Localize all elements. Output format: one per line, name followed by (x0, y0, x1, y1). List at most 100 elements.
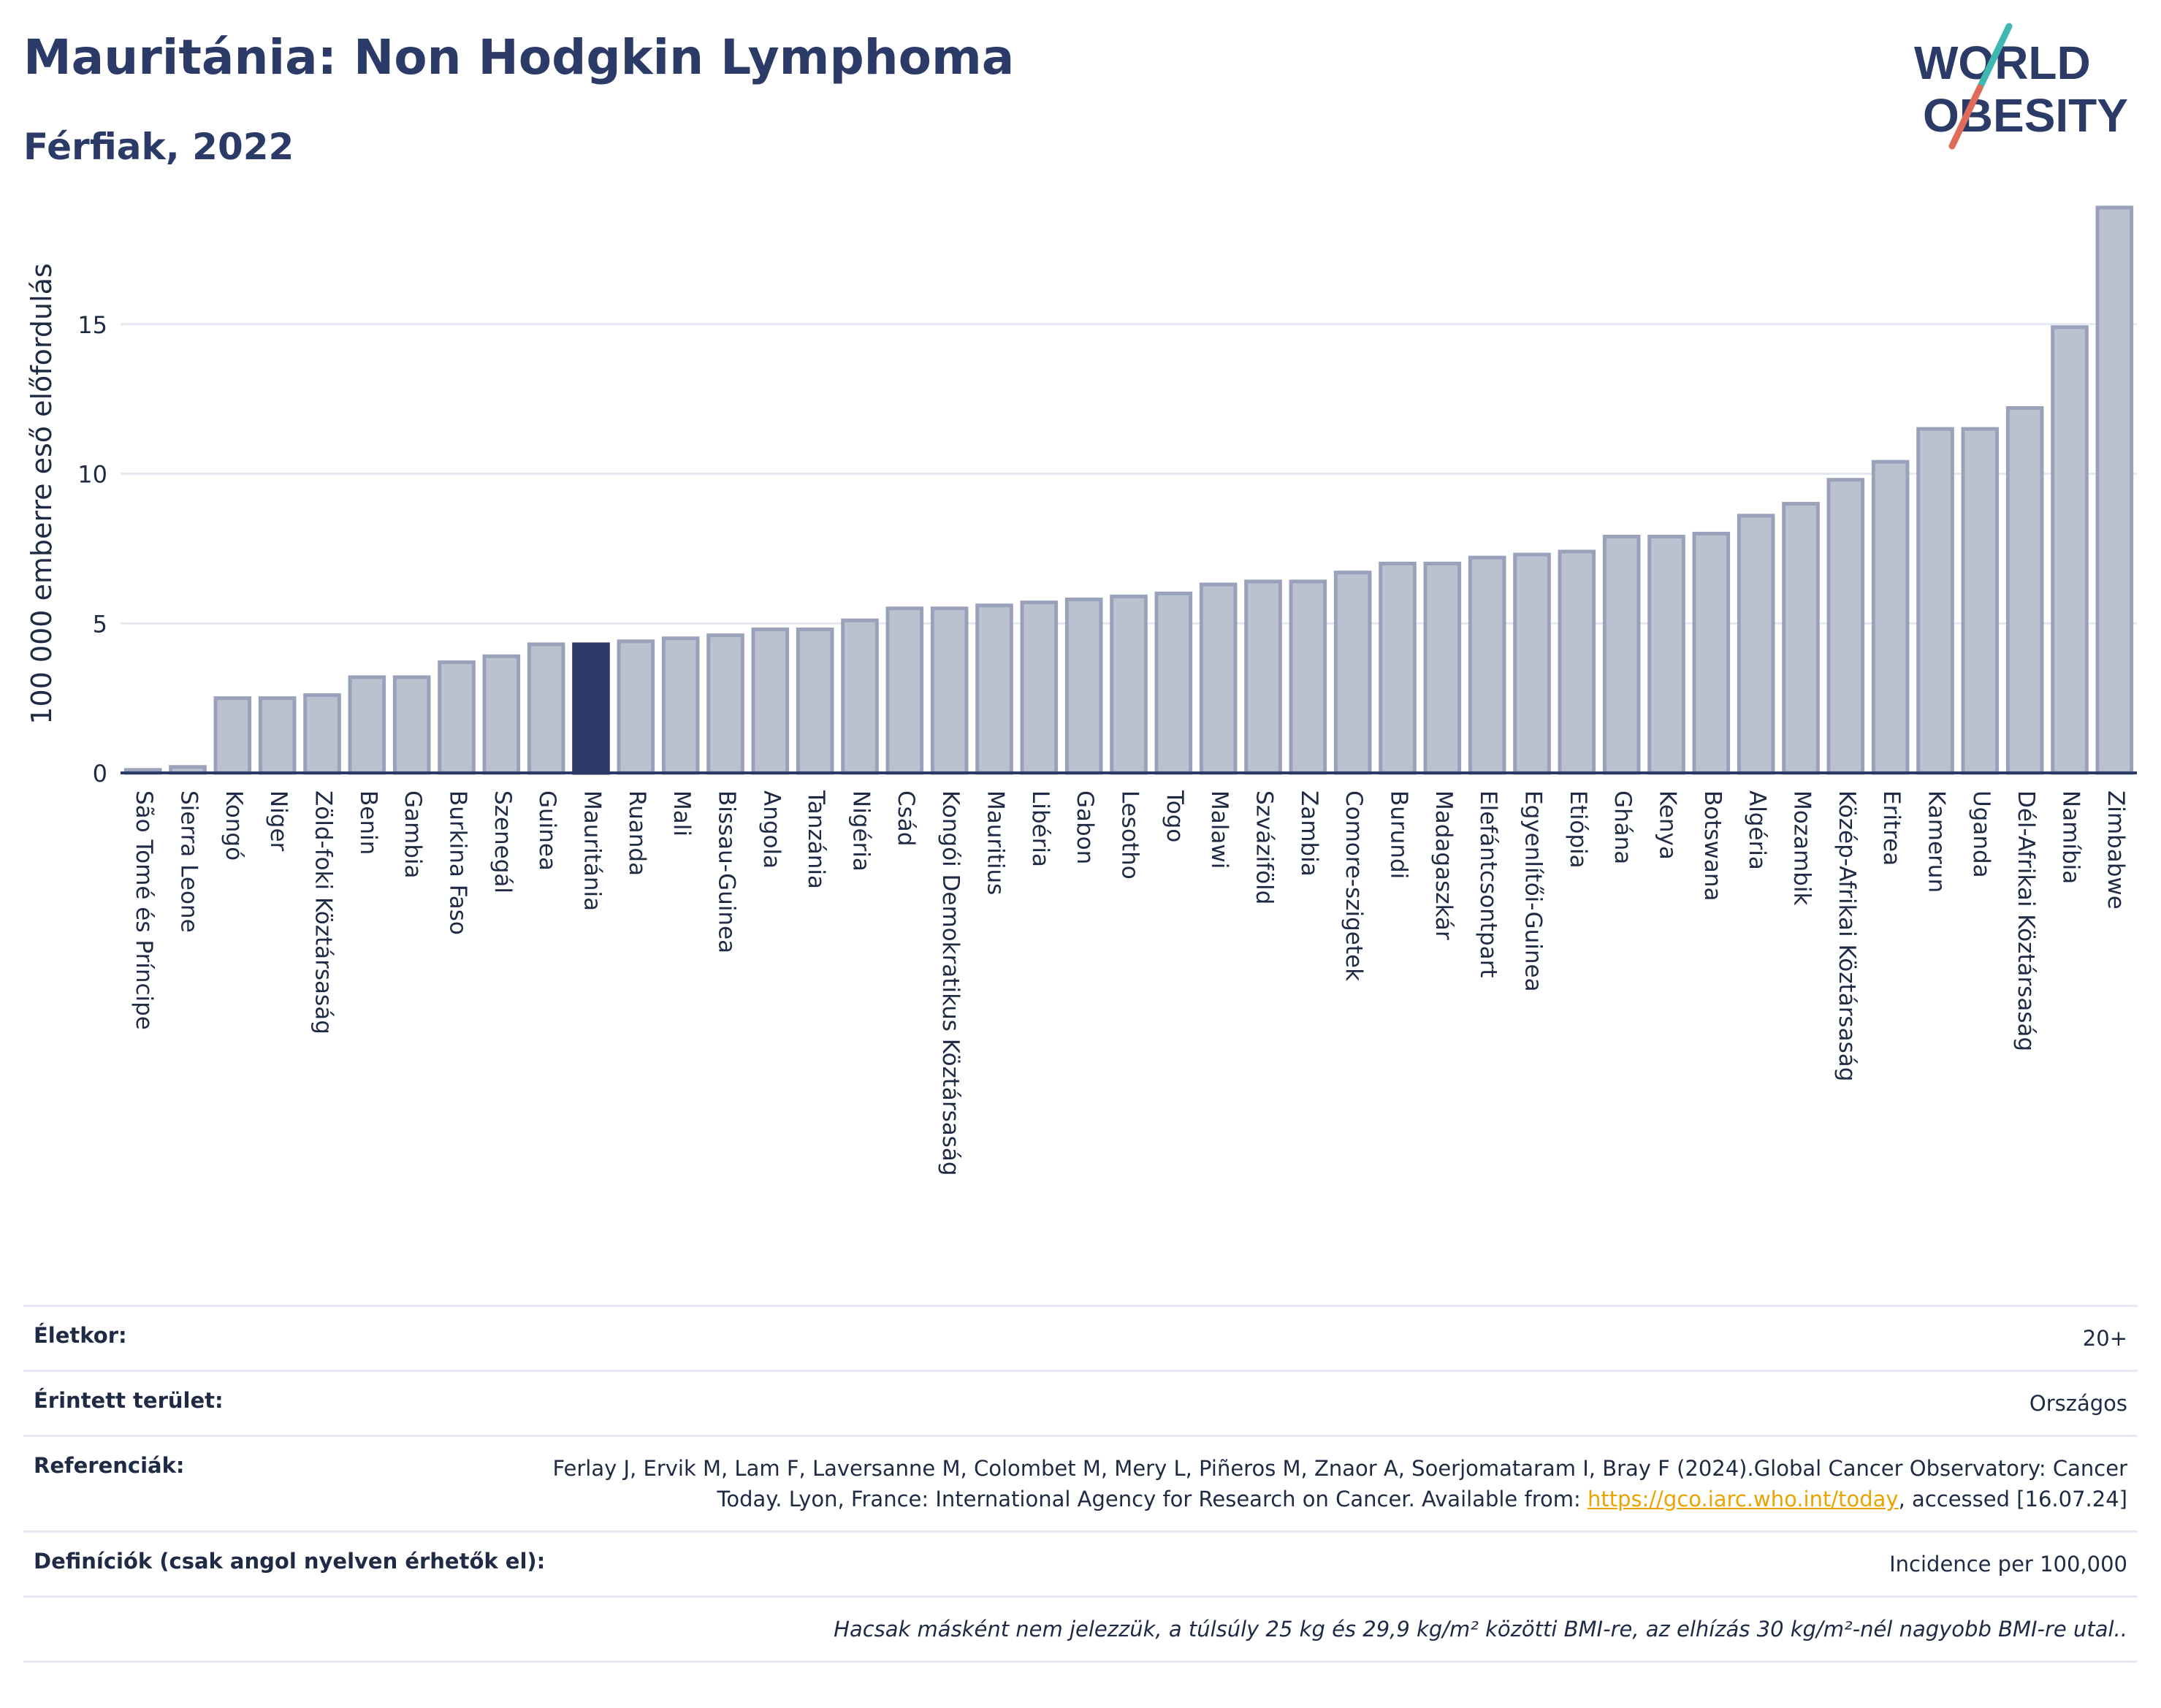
chart-bars (121, 205, 2137, 775)
x-tick-label: Szváziföld (1251, 790, 1278, 904)
x-tick-label: Algéria (1744, 790, 1770, 870)
bar (1333, 571, 1372, 775)
x-tick-label: Kamerun (1924, 790, 1950, 893)
bar (1647, 535, 1685, 775)
x-tick-label: Bissau-Guinea (714, 790, 740, 953)
bar (1782, 501, 1820, 775)
area-value: Országos (2029, 1391, 2127, 1416)
x-tick-label: Zambia (1296, 790, 1322, 877)
bar (796, 627, 834, 775)
x-tick-label: Mali (668, 790, 695, 836)
bar (975, 603, 1013, 775)
x-tick-label: Malawi (1206, 790, 1232, 869)
x-tick-label: Togo (1162, 790, 1188, 842)
x-tick-label: Kongó (221, 790, 247, 861)
definitions-value: Incidence per 100,000 (1889, 1552, 2127, 1577)
bar (1513, 552, 1551, 775)
bar (1020, 601, 1059, 775)
x-tick-label: Nigéria (848, 790, 874, 872)
x-tick-label: Libéria (1027, 790, 1053, 867)
x-tick-label: Sierra Leone (176, 790, 202, 933)
bar (1423, 561, 1462, 775)
y-tick-label: 15 (77, 311, 107, 339)
age-label: Életkor: (34, 1323, 127, 1348)
x-tick-label: Kongói Demokratikus Köztársaság (937, 790, 964, 1176)
x-tick-label: Elefántcsontpart (1475, 790, 1501, 978)
bar-chart: 0 5 10 15 São Tomé és Príncipe Sierra Leone K… (26, 205, 2137, 1176)
x-tick-label: Zöld-foki Köztársaság (310, 790, 337, 1034)
bar (392, 675, 431, 775)
info-row-definitions: Definíciók (csak angol nyelven érhetők e… (23, 1530, 2138, 1595)
bar (1379, 561, 1417, 775)
page-subtitle: Férfiak, 2022 (23, 126, 294, 168)
x-tick-label: Dél-Afrikai Köztársaság (2013, 790, 2039, 1051)
x-tick-label: Etiópia (1565, 790, 1591, 869)
bar (617, 639, 655, 775)
bar (2005, 405, 2044, 775)
bar (1961, 427, 2000, 775)
bar (527, 642, 565, 775)
bmi-note: Hacsak másként nem jelezzük, a túlsúly 2… (834, 1617, 2127, 1642)
x-tick-label: Eritrea (1878, 790, 1905, 866)
x-tick-label: Niger (265, 790, 291, 852)
bar (885, 606, 924, 775)
logo-slash-red-icon (1948, 84, 1983, 150)
bar (661, 636, 700, 775)
bar (1737, 514, 1775, 775)
bar (482, 654, 521, 775)
bar (1692, 531, 1731, 775)
references-link[interactable]: https://gco.iarc.who.int/today (1587, 1487, 1899, 1511)
bar (438, 660, 476, 775)
bar (258, 696, 297, 775)
area-label: Érintett terület: (34, 1388, 224, 1413)
world-obesity-logo: WORLD OBESITY (1914, 23, 2128, 150)
bar (1110, 594, 1148, 775)
x-tick-label: São Tomé és Príncipe (131, 790, 157, 1030)
x-tick-label: Guinea (534, 790, 560, 871)
x-tick-label: Közép-Afrikai Köztársaság (1834, 790, 1860, 1081)
bar-highlighted (572, 642, 610, 775)
bar (2051, 325, 2089, 775)
info-row-age: Életkor: 20+ (23, 1305, 2138, 1370)
page-title: Mauritánia: Non Hodgkin Lymphoma (23, 29, 1015, 85)
bar (2095, 205, 2134, 775)
info-row-references: Referenciák: Ferlay J, Ervik M, Lam F, L… (23, 1435, 2138, 1530)
bar (1871, 460, 1910, 775)
x-tick-label: Gabon (1072, 790, 1098, 864)
x-tick-label: Gambia (400, 790, 426, 879)
age-value: 20+ (2082, 1326, 2127, 1351)
y-tick-label: 10 (77, 461, 107, 489)
x-tick-label: Ghána (1609, 790, 1636, 864)
x-tick-label: Szenegál (489, 790, 516, 893)
x-tick-label: Namíbia (2058, 790, 2084, 884)
bar (348, 675, 386, 775)
bar (1154, 591, 1193, 775)
y-axis-ticks: 0 5 10 15 (77, 311, 107, 788)
bar (1826, 478, 1865, 775)
x-tick-label: Comore-szigetek (1341, 790, 1367, 981)
references-label: Referenciák: (34, 1453, 185, 1478)
bar (706, 633, 744, 775)
x-tick-label: Kenya (1655, 790, 1681, 860)
bar (1289, 579, 1327, 775)
x-tick-label: Madagaszkár (1430, 790, 1457, 940)
x-tick-label: Burundi (1386, 790, 1412, 879)
x-tick-label: Botswana (1699, 790, 1726, 901)
bar (1602, 535, 1641, 775)
y-tick-label: 5 (93, 610, 107, 638)
x-tick-label: Mozambik (1789, 790, 1815, 905)
definitions-label: Definíciók (csak angol nyelven érhetők e… (34, 1549, 546, 1574)
bar (751, 627, 790, 775)
x-axis-ticks: São Tomé és Príncipe Sierra Leone Kongó Nig… (131, 790, 2129, 1176)
bar (303, 693, 341, 775)
x-tick-label: Csád (893, 790, 919, 846)
references-text: Ferlay J, Ervik M, Lam F, Laversanne M, … (552, 1456, 2127, 1511)
x-tick-label: Lesotho (1117, 790, 1143, 880)
x-tick-label: Ruanda (624, 790, 650, 876)
x-tick-label: Uganda (1968, 790, 1994, 878)
info-table: Életkor: 20+ Érintett terület: Országos … (23, 1305, 2138, 1663)
bar (1244, 579, 1282, 775)
y-tick-label: 0 (93, 760, 107, 788)
x-tick-label: Egyenlítői-Guinea (1520, 790, 1547, 992)
bar (1199, 582, 1238, 775)
